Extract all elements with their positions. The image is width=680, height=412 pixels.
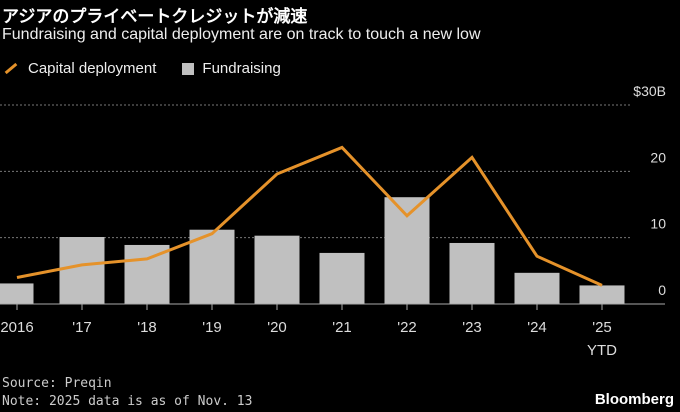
legend: Capital deployment Fundraising <box>4 60 281 77</box>
x-tick-label: '25 <box>592 319 612 336</box>
y-tick-label: 0 <box>658 282 666 298</box>
bar-fundraising-1 <box>59 237 105 304</box>
bar-fundraising-3 <box>189 229 235 304</box>
bar-fundraising-4 <box>254 235 300 304</box>
x-tick-label: '19 <box>202 319 222 336</box>
chart-subtitle: Fundraising and capital deployment are o… <box>2 26 481 43</box>
bloomberg-logo: Bloomberg <box>594 391 674 408</box>
x-tick-label: '17 <box>72 319 92 336</box>
bar-fundraising-2 <box>124 244 170 304</box>
x-tick-label: '20 <box>267 319 287 336</box>
legend-label-capital-deployment: Capital deployment <box>28 60 157 77</box>
x-tick-label: '23 <box>462 319 482 336</box>
footnote: Note: 2025 data is as of Nov. 13 <box>2 394 253 409</box>
bar-fundraising-0 <box>0 283 34 304</box>
legend-bar-swatch <box>182 62 195 75</box>
x-tick-label: '21 <box>332 319 352 336</box>
y-tick-label: 20 <box>650 149 666 165</box>
x-tick-label: '22 <box>397 319 417 336</box>
source-note: Source: Preqin <box>2 376 112 391</box>
y-tick-label: $30B <box>633 83 666 99</box>
y-tick-label: 10 <box>650 216 666 232</box>
x-tick-label: '18 <box>137 319 157 336</box>
line-capital-deployment <box>16 145 603 287</box>
bar-fundraising-5 <box>319 252 365 304</box>
x-tick-label: 2016 <box>0 319 33 336</box>
x-tick-label: '24 <box>527 319 547 336</box>
bar-fundraising-9 <box>579 285 625 304</box>
bar-fundraising-8 <box>514 272 560 304</box>
bar-fundraising-7 <box>449 242 495 304</box>
legend-label-fundraising: Fundraising <box>202 60 281 77</box>
x-tick-sublabel: YTD <box>587 342 617 359</box>
chart-title: アジアのプライベートクレジットが減速 <box>2 7 308 27</box>
bar-fundraising-6 <box>384 197 430 304</box>
